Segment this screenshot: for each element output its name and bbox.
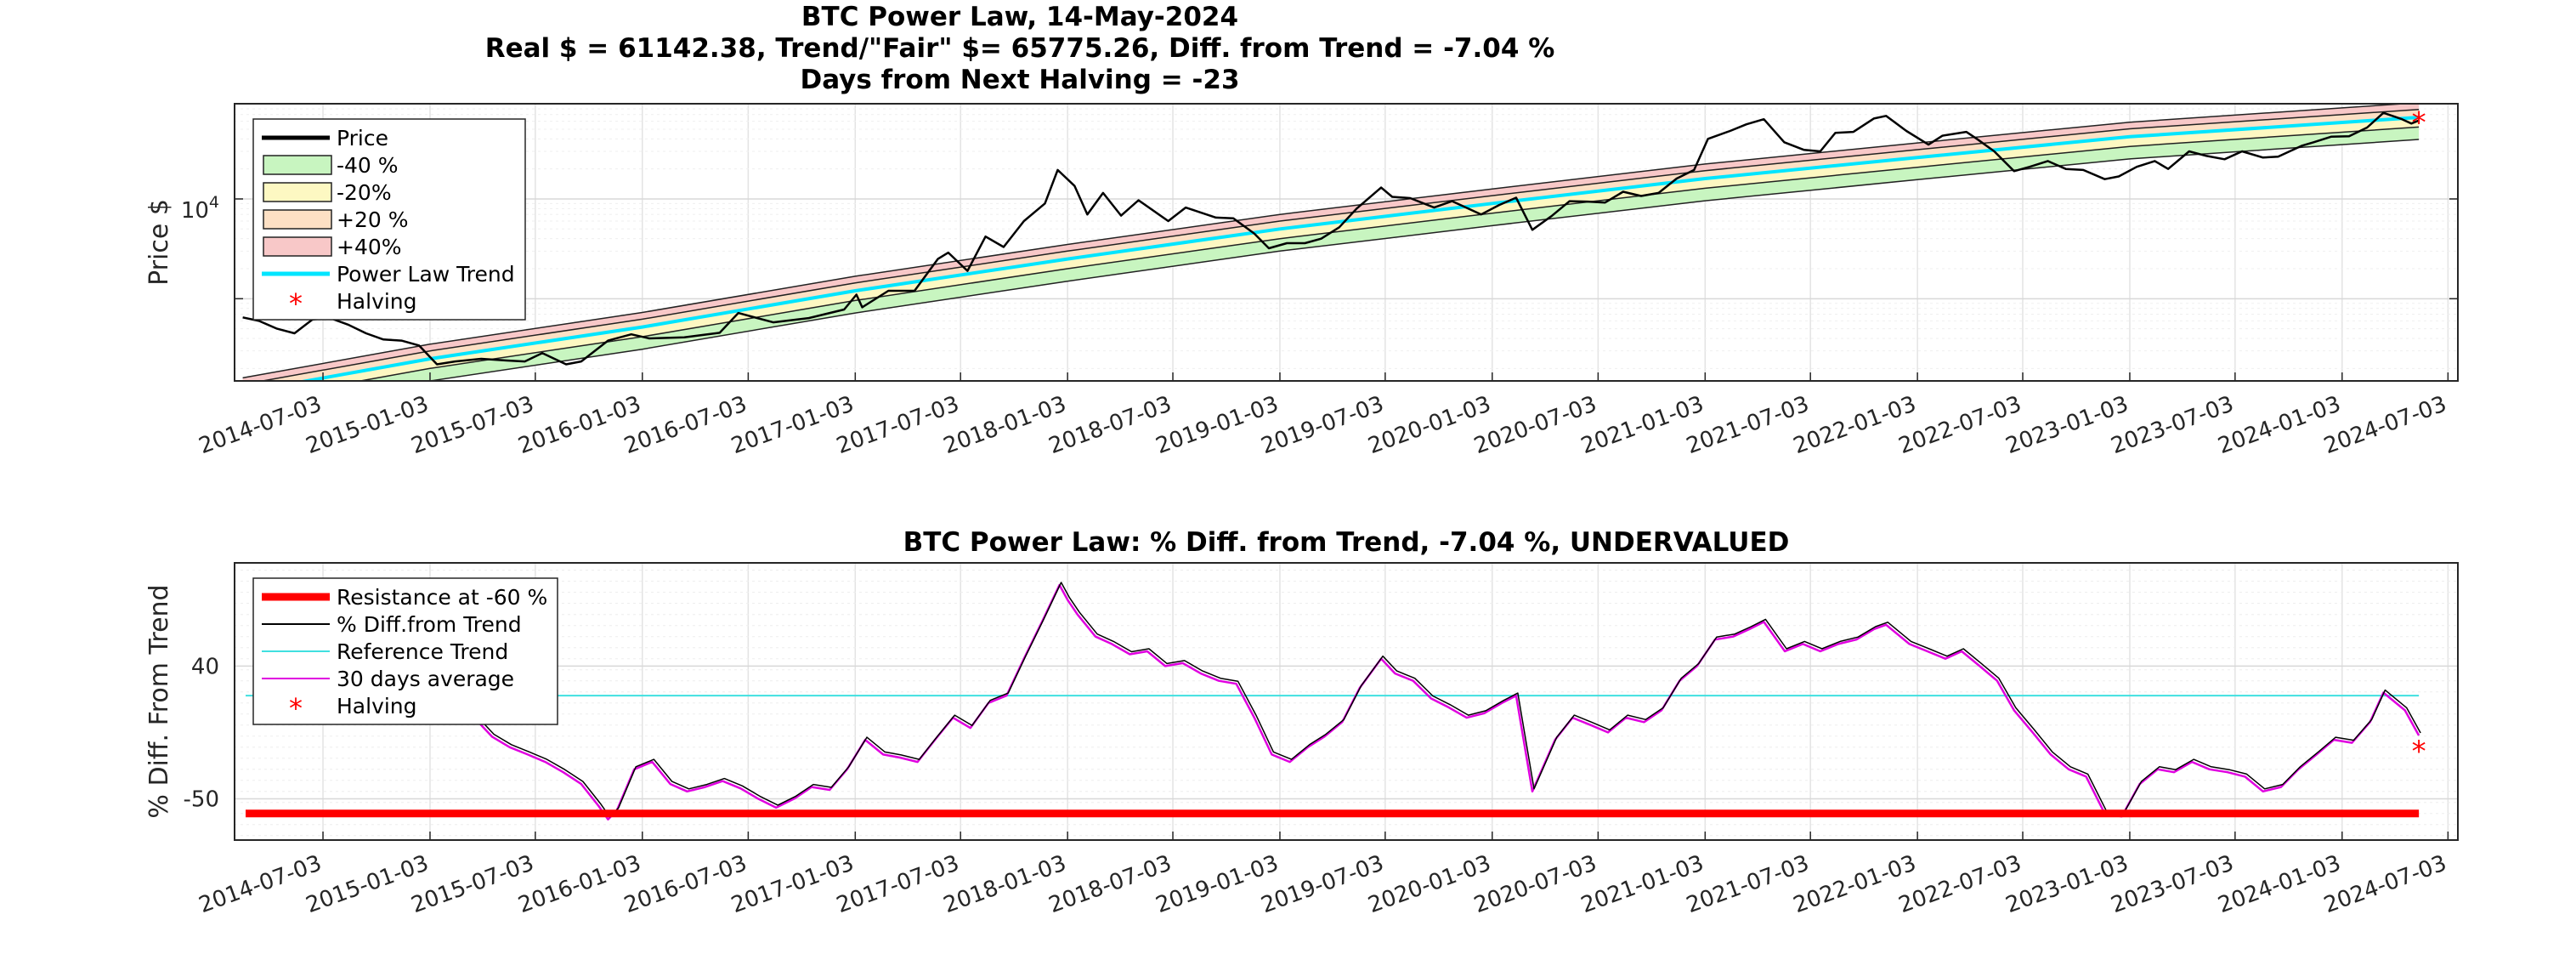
diff-x-tick-label: 2020-07-03	[1471, 850, 1600, 918]
diff-x-tick-label: 2024-07-03	[2321, 850, 2450, 918]
price-x-tick-label: 2015-07-03	[408, 391, 537, 459]
legend-label: Halving	[337, 289, 417, 314]
legend-swatch: *	[289, 287, 303, 320]
legend-label: +20 %	[337, 207, 408, 232]
legend-label: % Diff.from Trend	[337, 612, 522, 637]
price-x-tick-label: 2023-07-03	[2108, 391, 2237, 459]
price-legend: Price -40 %-20%+20 % +40% Power Law Trend * H…	[252, 118, 526, 321]
legend-label: Resistance at -60 %	[337, 585, 547, 610]
diff-y-tick-label: -50	[184, 786, 219, 812]
legend-label: Reference Trend	[337, 639, 508, 664]
figure-title-line-1: BTC Power Law, 14-May-2024	[801, 2, 1238, 32]
price-halving-marker: *	[2412, 106, 2426, 140]
legend-swatch	[263, 236, 332, 257]
price-y-tick-10e4: 104	[181, 193, 219, 224]
diff-x-tick-label: 2018-07-03	[1045, 850, 1175, 918]
price-x-tick-label: 2020-07-03	[1471, 391, 1600, 459]
price-x-tick-label: 2021-07-03	[1683, 391, 1812, 459]
price-x-tick-label: 2016-01-03	[515, 391, 644, 459]
price-lines: *	[242, 106, 2426, 381]
band-minus-40	[360, 127, 2420, 381]
diff-x-tick-label: 2017-07-03	[833, 850, 962, 918]
diff-x-tick-label: 2016-07-03	[621, 850, 750, 918]
legend-label: -20%	[337, 180, 392, 205]
legend-label: +40%	[337, 235, 402, 259]
legend-label: -40 %	[337, 153, 399, 178]
price-x-ticks: 2014-07-032015-01-032015-07-032016-01-03…	[195, 372, 2450, 459]
svg-text:104: 104	[181, 193, 219, 224]
diff-y-ticks: 40 -50	[184, 654, 219, 812]
price-x-tick-label: 2014-07-03	[195, 391, 325, 459]
price-x-tick-label: 2024-07-03	[2321, 391, 2450, 459]
diff-x-ticks: 2014-07-032015-01-032015-07-032016-01-03…	[195, 832, 2450, 918]
band-edge-line	[356, 126, 2420, 381]
diff-x-tick-label: 2015-07-03	[408, 850, 537, 918]
diff-chart-title: BTC Power Law: % Diff. from Trend, -7.04…	[903, 527, 1790, 558]
y-tick-exponent: 4	[209, 193, 219, 212]
y-tick-base: 10	[181, 198, 209, 224]
thirty-day-average-line	[421, 583, 2420, 821]
band-edge-line	[426, 139, 2420, 381]
legend-swatch: *	[289, 692, 303, 724]
legend-label: 30 days average	[337, 667, 514, 691]
diff-chart: BTC Power Law: % Diff. from Trend, -7.04…	[144, 527, 2459, 918]
price-x-tick-label: 2018-07-03	[1045, 391, 1175, 459]
price-x-tick-label: 2024-01-03	[2215, 391, 2344, 459]
diff-y-axis-label: % Diff. From Trend	[144, 584, 174, 818]
diff-legend: Resistance at -60 %% Diff.from TrendRefe…	[252, 577, 558, 725]
price-x-tick-label: 2019-07-03	[1258, 391, 1387, 459]
legend-label: Power Law Trend	[337, 262, 515, 287]
diff-lines: *	[246, 582, 2426, 821]
price-x-tick-label: 2016-07-03	[621, 391, 750, 459]
figure-title-line-3: Days from Next Halving = -23	[800, 65, 1239, 95]
diff-from-trend-line	[423, 582, 2421, 818]
band-edge-line	[242, 104, 2414, 379]
price-x-tick-label: 2017-07-03	[833, 391, 962, 459]
diff-x-tick-label: 2023-07-03	[2108, 850, 2237, 918]
legend-swatch	[263, 182, 332, 202]
legend-swatch	[263, 155, 332, 175]
diff-x-tick-label: 2022-07-03	[1895, 850, 2024, 918]
price-bands	[242, 104, 2420, 381]
diff-x-tick-label: 2019-07-03	[1258, 850, 1387, 918]
legend-swatch	[263, 209, 332, 230]
price-line	[242, 111, 2420, 366]
price-y-axis-label: Price $	[144, 199, 174, 286]
legend-label: Halving	[337, 694, 417, 718]
diff-y-tick-label: 40	[191, 654, 219, 679]
band-edge-line	[258, 108, 2420, 381]
price-chart: * 2014-07-032015-01-032015-07-032016-01-…	[144, 103, 2459, 459]
diff-x-tick-label: 2024-01-03	[2215, 850, 2344, 918]
diff-plot-area	[235, 563, 2458, 840]
price-plot-frame	[234, 103, 2459, 382]
diff-x-tick-label: 2021-07-03	[1683, 850, 1812, 918]
figure-title-line-2: Real $ = 61142.38, Trend/"Fair" $= 65775…	[485, 33, 1555, 64]
diff-plot-frame	[234, 562, 2459, 841]
price-x-tick-label: 2022-07-03	[1895, 391, 2024, 459]
diff-x-tick-label: 2014-07-03	[195, 850, 325, 918]
diff-x-tick-label: 2016-01-03	[515, 850, 644, 918]
legend-label: Price	[337, 126, 388, 150]
power-law-trend-line	[297, 116, 2420, 381]
band-minus-20	[306, 117, 2420, 381]
diff-halving-marker: *	[2412, 735, 2426, 769]
